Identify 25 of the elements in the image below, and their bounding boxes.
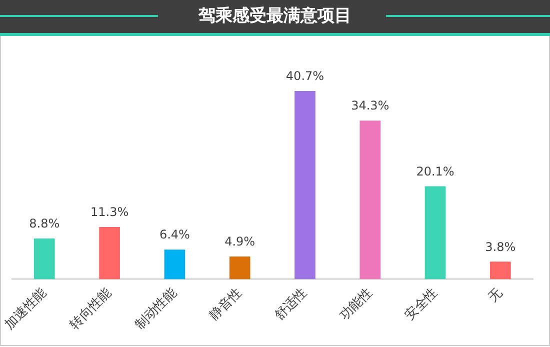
data-label: 3.8% bbox=[485, 240, 516, 254]
x-tick-label: 加速性能 bbox=[2, 285, 50, 333]
x-tick-label: 无 bbox=[486, 285, 506, 306]
chart-title: 驾乘感受最满意项目 bbox=[0, 0, 550, 33]
bar bbox=[360, 120, 381, 280]
bar bbox=[99, 226, 120, 280]
bar bbox=[424, 186, 446, 280]
data-label: 40.7% bbox=[286, 69, 324, 84]
x-tick-label: 功能性 bbox=[337, 285, 376, 324]
bar bbox=[164, 250, 186, 280]
bar bbox=[490, 262, 511, 280]
x-tick-label: 转向性能 bbox=[67, 285, 115, 333]
x-tick-label: 安全性 bbox=[402, 284, 440, 324]
data-label: 11.3% bbox=[90, 205, 129, 220]
data-label: 4.9% bbox=[224, 234, 256, 249]
data-label: 20.1% bbox=[416, 164, 454, 178]
data-label: 8.8% bbox=[29, 216, 60, 231]
bar bbox=[294, 91, 316, 280]
bar bbox=[34, 238, 55, 280]
data-label: 6.4% bbox=[159, 228, 190, 242]
x-tick-label: 制动性能 bbox=[132, 285, 180, 333]
x-tick-label: 舒适性 bbox=[272, 285, 310, 324]
bar bbox=[229, 256, 250, 280]
data-label: 34.3% bbox=[351, 98, 390, 113]
x-tick-label: 静音性 bbox=[206, 285, 246, 324]
